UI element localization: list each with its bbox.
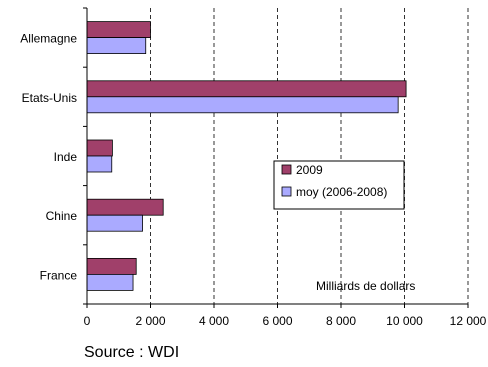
x-tick-label: 4 000	[199, 314, 229, 328]
x-tick-label: 8 000	[326, 314, 356, 328]
legend-swatch	[281, 186, 292, 197]
category-label: Chine	[46, 209, 78, 223]
gridlines	[150, 8, 469, 304]
bar-inde-series-1	[86, 139, 113, 157]
bar-allemagne-series-2	[86, 37, 147, 54]
x-tick-label: 10 000	[386, 314, 423, 328]
legend-label: moy (2006-2008)	[296, 185, 387, 199]
category-label: France	[40, 268, 78, 282]
bar-inde-series-2	[86, 155, 113, 173]
unit-annotation: Milliards de dollars	[316, 279, 415, 293]
category-label: Etats-Unis	[22, 91, 77, 105]
bars	[86, 21, 407, 291]
category-label: Inde	[54, 150, 78, 164]
x-tick-labels: 0 2 000 4 000 6 000 8 000 10 000 12 000	[84, 314, 487, 328]
bar-etats-unis-series-2	[86, 96, 399, 114]
axes	[83, 7, 469, 308]
x-tick-label: 2 000	[135, 314, 165, 328]
legend-box	[273, 160, 405, 210]
source-note: Source : WDI	[84, 344, 180, 361]
x-tick-label: 12 000	[450, 314, 487, 328]
legend: 2009 moy (2006-2008)	[273, 160, 405, 210]
bar-chine-series-2	[86, 214, 143, 232]
bar-france-series-1	[86, 257, 137, 275]
bar-etats-unis-series-1	[86, 80, 407, 98]
x-tick-label: 6 000	[262, 314, 292, 328]
legend-swatch	[281, 164, 292, 175]
category-labels: Allemagne Etats-Unis Inde Chine France	[20, 32, 77, 283]
bar-allemagne-series-1	[86, 21, 151, 39]
bar-chine-series-1	[86, 198, 164, 216]
bar-france-series-2	[86, 273, 134, 291]
bar-chart: Allemagne Etats-Unis Inde Chine France 0 2 00…	[20, 7, 487, 328]
x-tick-label: 0	[84, 314, 91, 328]
legend-label: 2009	[296, 163, 323, 177]
category-label: Allemagne	[20, 32, 77, 46]
